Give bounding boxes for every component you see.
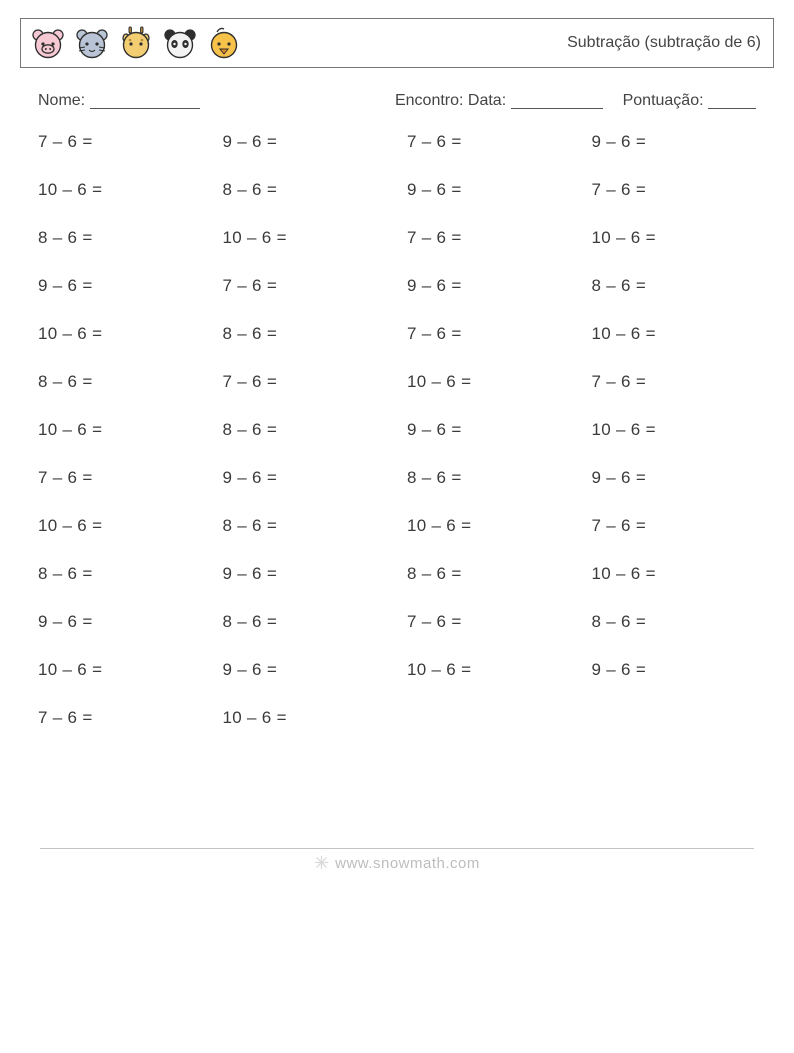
footer-rule xyxy=(40,848,754,849)
problem: 8 – 6 = xyxy=(217,420,394,440)
name-blank[interactable] xyxy=(90,92,200,109)
problem: 9 – 6 = xyxy=(217,468,394,488)
problem: 10 – 6 = xyxy=(32,420,209,440)
problem: 10 – 6 = xyxy=(32,324,209,344)
panda-icon xyxy=(161,24,199,62)
problem: 9 – 6 = xyxy=(401,276,578,296)
problem: 9 – 6 = xyxy=(401,180,578,200)
problem: 7 – 6 = xyxy=(401,324,578,344)
problem: 9 – 6 = xyxy=(586,660,763,680)
problem: 7 – 6 = xyxy=(32,708,209,728)
problem: 7 – 6 = xyxy=(586,180,763,200)
problem: 10 – 6 = xyxy=(217,708,394,728)
problem: 9 – 6 = xyxy=(217,660,394,680)
chick-icon xyxy=(205,24,243,62)
problem: 8 – 6 = xyxy=(32,372,209,392)
info-line: Nome: Encontro: Data: Pontuação: xyxy=(38,92,756,110)
problem: 10 – 6 = xyxy=(217,228,394,248)
problem: 10 – 6 = xyxy=(401,372,578,392)
problem: 10 – 6 = xyxy=(586,228,763,248)
snowflake-icon xyxy=(314,855,329,870)
problem: 9 – 6 = xyxy=(217,132,394,152)
problem: 7 – 6 = xyxy=(217,372,394,392)
problem: 7 – 6 = xyxy=(586,372,763,392)
worksheet-title: Subtração (subtração de 6) xyxy=(567,34,761,52)
problem: 8 – 6 = xyxy=(586,276,763,296)
giraffe-icon xyxy=(117,24,155,62)
score-label: Pontuação: xyxy=(623,92,704,110)
problem: 9 – 6 = xyxy=(586,132,763,152)
problem: 8 – 6 = xyxy=(586,612,763,632)
cat-icon xyxy=(73,24,111,62)
problem: 9 – 6 = xyxy=(32,276,209,296)
problem: 10 – 6 = xyxy=(32,180,209,200)
problem: 10 – 6 = xyxy=(586,564,763,584)
problem: 8 – 6 = xyxy=(32,228,209,248)
problem: 9 – 6 = xyxy=(32,612,209,632)
problem: 7 – 6 = xyxy=(586,516,763,536)
problem: 8 – 6 = xyxy=(217,516,394,536)
problem: 7 – 6 = xyxy=(401,612,578,632)
score-blank[interactable] xyxy=(708,92,756,109)
encontro-label: Encontro: Data: xyxy=(395,92,506,110)
problems-grid: 7 – 6 = 9 – 6 = 7 – 6 = 9 – 6 = 10 – 6 = 8 – … xyxy=(32,132,762,728)
problem: 10 – 6 = xyxy=(401,660,578,680)
problem: 9 – 6 = xyxy=(586,468,763,488)
animal-icon-row xyxy=(29,24,243,62)
problem: 9 – 6 = xyxy=(401,420,578,440)
problem: 8 – 6 = xyxy=(217,324,394,344)
problem: 8 – 6 = xyxy=(217,612,394,632)
problem: 8 – 6 = xyxy=(217,180,394,200)
problem: 7 – 6 = xyxy=(32,468,209,488)
date-blank[interactable] xyxy=(511,92,603,109)
name-label: Nome: xyxy=(38,92,85,110)
problem: 7 – 6 = xyxy=(401,228,578,248)
problem: 8 – 6 = xyxy=(32,564,209,584)
problem: 9 – 6 = xyxy=(217,564,394,584)
problem: 10 – 6 = xyxy=(586,324,763,344)
problem: 10 – 6 = xyxy=(32,660,209,680)
problem: 10 – 6 = xyxy=(586,420,763,440)
header-box: Subtração (subtração de 6) xyxy=(20,18,774,68)
problem: 8 – 6 = xyxy=(401,468,578,488)
problem: 7 – 6 = xyxy=(32,132,209,152)
problem: 8 – 6 = xyxy=(401,564,578,584)
problem: 7 – 6 = xyxy=(401,132,578,152)
problem: 7 – 6 = xyxy=(217,276,394,296)
problem: 10 – 6 = xyxy=(32,516,209,536)
footer: www.snowmath.com xyxy=(20,855,774,872)
footer-text: www.snowmath.com xyxy=(335,855,480,872)
problem: 10 – 6 = xyxy=(401,516,578,536)
pig-icon xyxy=(29,24,67,62)
